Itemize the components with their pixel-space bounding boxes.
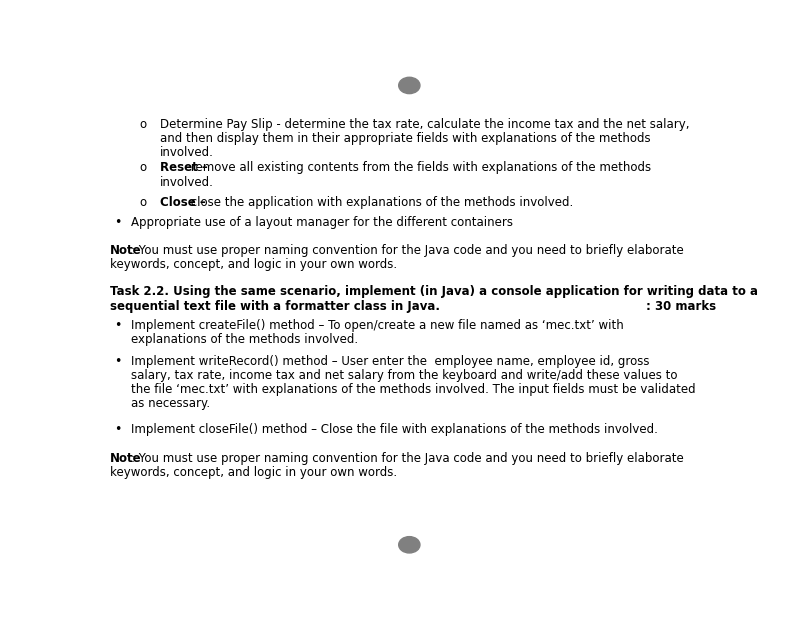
- Circle shape: [399, 537, 420, 553]
- Text: remove all existing contents from the fields with explanations of the methods: remove all existing contents from the fi…: [187, 162, 651, 174]
- Text: : 30 marks: : 30 marks: [646, 300, 716, 313]
- Text: involved.: involved.: [160, 147, 214, 160]
- Text: the file ‘mec.txt’ with explanations of the methods involved. The input fields m: the file ‘mec.txt’ with explanations of …: [131, 383, 696, 396]
- Text: keywords, concept, and logic in your own words.: keywords, concept, and logic in your own…: [110, 466, 397, 479]
- Text: Reset –: Reset –: [160, 162, 208, 174]
- Text: : You must use proper naming convention for the Java code and you need to briefl: : You must use proper naming convention …: [131, 244, 683, 257]
- Text: •: •: [114, 422, 122, 436]
- Text: o: o: [139, 118, 147, 131]
- Text: Task 2.2. Using the same scenario, implement (in Java) a console application for: Task 2.2. Using the same scenario, imple…: [110, 285, 758, 298]
- Text: •: •: [114, 319, 122, 332]
- Text: and then display them in their appropriate fields with explanations of the metho: and then display them in their appropria…: [160, 132, 650, 145]
- Text: involved.: involved.: [160, 175, 214, 188]
- Text: salary, tax rate, income tax and net salary from the keyboard and write/add thes: salary, tax rate, income tax and net sal…: [131, 369, 677, 382]
- Text: sequential text file with a formatter class in Java.: sequential text file with a formatter cl…: [110, 300, 440, 313]
- Text: Implement createFile() method – To open/create a new file named as ‘mec.txt’ wit: Implement createFile() method – To open/…: [131, 319, 624, 332]
- Text: Implement writeRecord() method – User enter the  employee name, employee id, gro: Implement writeRecord() method – User en…: [131, 354, 650, 368]
- Text: •: •: [114, 216, 122, 229]
- Text: Implement closeFile() method – Close the file with explanations of the methods i: Implement closeFile() method – Close the…: [131, 422, 658, 436]
- Text: Close –: Close –: [160, 196, 206, 209]
- Text: Note: Note: [110, 452, 142, 465]
- Text: as necessary.: as necessary.: [131, 397, 210, 410]
- Circle shape: [399, 77, 420, 94]
- Text: keywords, concept, and logic in your own words.: keywords, concept, and logic in your own…: [110, 258, 397, 271]
- Text: close the application with explanations of the methods involved.: close the application with explanations …: [187, 196, 573, 209]
- Text: Determine Pay Slip - determine the tax rate, calculate the income tax and the ne: Determine Pay Slip - determine the tax r…: [160, 118, 690, 131]
- Text: explanations of the methods involved.: explanations of the methods involved.: [131, 333, 358, 346]
- Text: : You must use proper naming convention for the Java code and you need to briefl: : You must use proper naming convention …: [131, 452, 683, 465]
- Text: Note: Note: [110, 244, 142, 257]
- Text: Appropriate use of a layout manager for the different containers: Appropriate use of a layout manager for …: [131, 216, 513, 229]
- Text: o: o: [139, 162, 147, 174]
- Text: •: •: [114, 354, 122, 368]
- Text: o: o: [139, 196, 147, 209]
